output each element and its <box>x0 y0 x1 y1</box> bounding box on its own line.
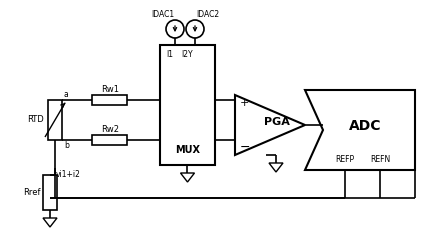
Polygon shape <box>43 218 57 227</box>
Text: REFN: REFN <box>370 155 390 164</box>
Bar <box>160 45 215 165</box>
Bar <box>93 95 128 105</box>
Circle shape <box>186 20 204 38</box>
Text: −: − <box>240 141 250 153</box>
Polygon shape <box>235 95 305 155</box>
Text: Rref: Rref <box>23 188 41 197</box>
Text: Rw1: Rw1 <box>101 85 119 94</box>
Bar <box>48 100 62 140</box>
Text: ADC: ADC <box>349 119 381 133</box>
Text: IDAC2: IDAC2 <box>196 10 219 19</box>
Polygon shape <box>269 163 283 172</box>
Text: I2Y: I2Y <box>181 50 193 59</box>
Text: b: b <box>64 141 69 150</box>
Text: RTD: RTD <box>27 115 44 125</box>
Text: a: a <box>64 90 69 99</box>
Text: MUX: MUX <box>175 145 200 155</box>
Text: +: + <box>240 98 249 108</box>
Text: vi1+i2: vi1+i2 <box>56 170 81 179</box>
Bar <box>43 175 57 210</box>
Text: IDAC1: IDAC1 <box>151 10 174 19</box>
Bar <box>93 135 128 145</box>
Text: PGA: PGA <box>264 117 290 127</box>
Circle shape <box>166 20 184 38</box>
Text: Rw2: Rw2 <box>101 125 119 134</box>
Text: REFP: REFP <box>335 155 354 164</box>
Polygon shape <box>181 173 195 182</box>
Polygon shape <box>305 90 415 170</box>
Text: I1: I1 <box>167 50 173 59</box>
